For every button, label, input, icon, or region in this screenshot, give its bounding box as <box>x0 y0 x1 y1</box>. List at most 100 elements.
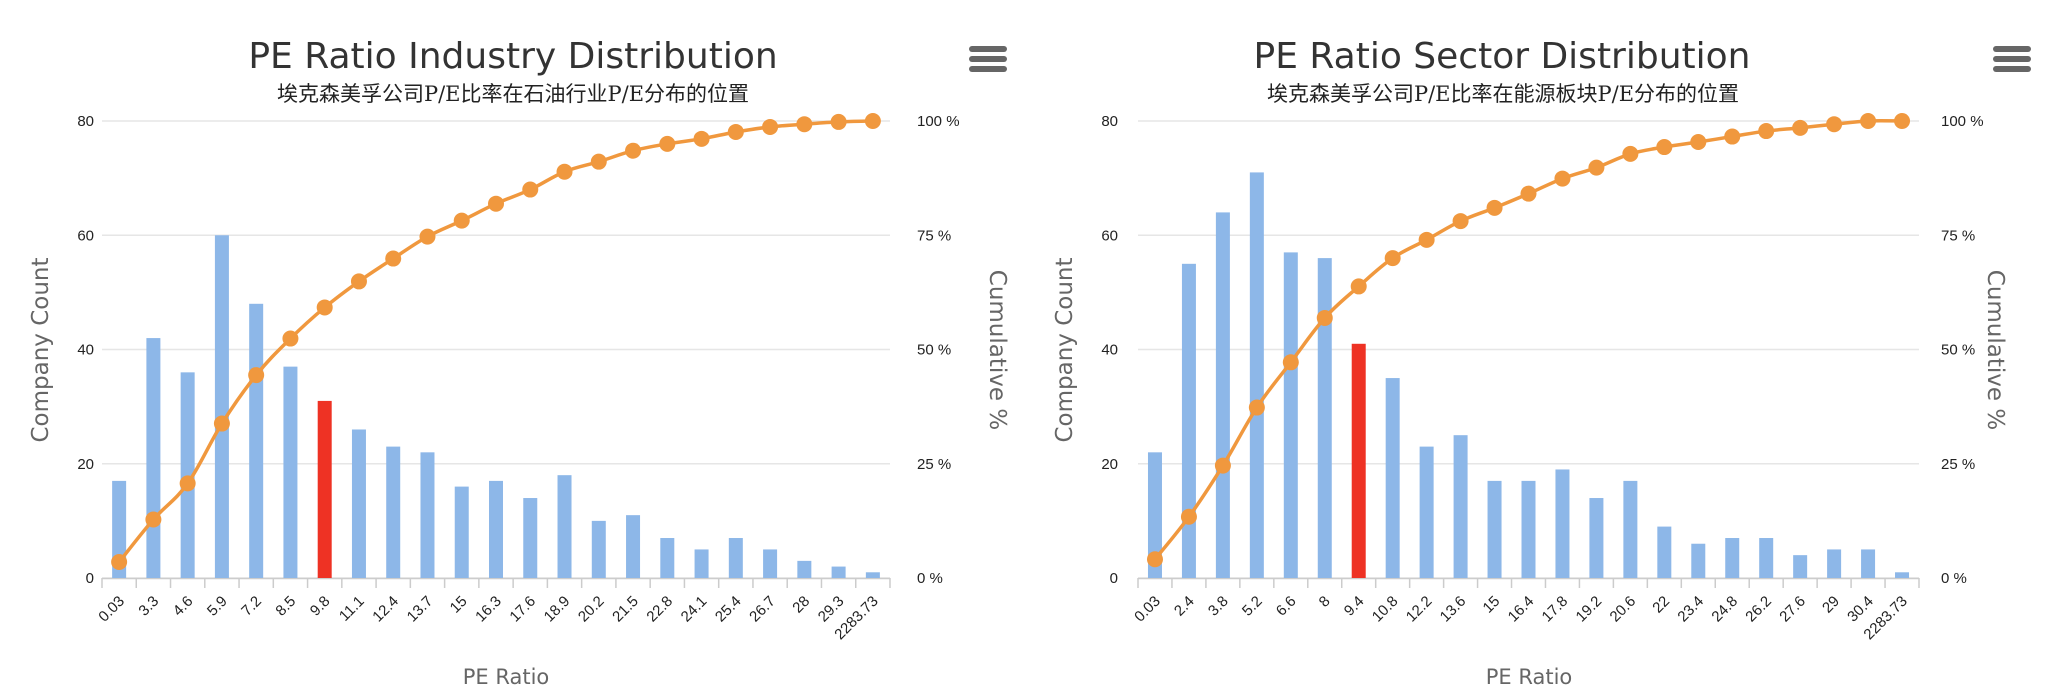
cumulative-point <box>488 195 504 212</box>
bar <box>180 372 195 578</box>
bar <box>112 480 127 578</box>
x-tick-label: 20.6 <box>1607 593 1640 626</box>
bar <box>523 498 538 578</box>
cumulative-point <box>1724 128 1741 145</box>
bar <box>1487 480 1502 578</box>
y2-tick-label: 50 % <box>1941 342 1975 359</box>
y-tick-label: 40 <box>77 342 94 359</box>
y2-axis-title: Cumulative % <box>984 270 1010 430</box>
y-tick-label: 60 <box>77 227 94 244</box>
bar <box>1759 538 1774 578</box>
cumulative-point <box>762 118 779 135</box>
bar <box>1589 498 1604 578</box>
bar <box>420 452 435 578</box>
cumulative-point <box>659 135 676 152</box>
chart-title: PE Ratio Sector Distribution <box>1254 36 1751 77</box>
bar <box>1793 555 1808 578</box>
cumulative-point <box>1282 354 1299 371</box>
y-tick-label: 40 <box>1101 342 1118 359</box>
bar <box>1827 549 1842 578</box>
x-tick-label: 20.2 <box>575 593 608 626</box>
cumulative-point <box>1690 134 1707 151</box>
x-tick-label: 19.2 <box>1573 593 1606 626</box>
bar <box>1895 572 1910 578</box>
cumulative-point <box>625 142 642 159</box>
x-axis-title: PE Ratio <box>463 665 550 689</box>
cumulative-point <box>796 116 813 133</box>
cumulative-point <box>1860 113 1877 129</box>
cumulative-point <box>1214 457 1231 474</box>
y2-tick-label: 75 % <box>1941 227 1975 244</box>
bar <box>591 520 606 578</box>
cumulative-point <box>590 153 607 170</box>
x-tick-label: 0.03 <box>1131 593 1164 626</box>
x-tick-label: 18.9 <box>541 593 574 626</box>
y2-tick-label: 25 % <box>1941 456 1975 473</box>
chart-menu-icon[interactable] <box>969 46 1007 80</box>
x-tick-label: 24.8 <box>1708 593 1741 626</box>
x-tick-label: 5.9 <box>204 593 231 620</box>
cumulative-point <box>1588 159 1605 176</box>
x-tick-label: 6.6 <box>1273 593 1300 620</box>
sector-distribution-chart: PE Ratio Sector Distribution 埃克森美孚公司P/E比率… <box>1026 0 2052 692</box>
bar <box>1181 263 1196 578</box>
cumulative-point <box>1248 399 1265 416</box>
cumulative-point <box>179 475 196 492</box>
y-tick-label: 80 <box>77 113 94 130</box>
cumulative-point <box>1418 231 1435 248</box>
x-tick-label: 2.4 <box>1171 593 1198 620</box>
y-axis-title: Company Count <box>1052 257 1078 442</box>
x-tick-label: 4.6 <box>170 593 197 620</box>
x-tick-label: 22 <box>1649 593 1673 617</box>
y-axis-title: Company Count <box>28 257 54 442</box>
x-tick-label: 10.8 <box>1369 593 1402 626</box>
bar <box>454 486 469 578</box>
bar <box>1453 435 1468 578</box>
x-tick-label: 5.2 <box>1239 593 1266 620</box>
bar <box>1623 480 1638 578</box>
x-tick-label: 29 <box>1819 593 1843 617</box>
y2-axis-title: Cumulative % <box>1982 270 2008 430</box>
y2-tick-label: 50 % <box>917 342 951 359</box>
cumulative-point <box>1622 145 1639 162</box>
cumulative-point <box>1792 119 1809 136</box>
cumulative-point <box>350 273 367 290</box>
cumulative-point <box>1758 123 1775 140</box>
x-tick-label: 12.4 <box>369 593 402 626</box>
y2-tick-label: 0 % <box>1941 570 1967 587</box>
cumulative-point <box>316 299 333 316</box>
x-tick-label: 15 <box>447 593 471 617</box>
y-tick-label: 20 <box>77 456 94 473</box>
x-tick-label: 23.4 <box>1674 593 1707 626</box>
cumulative-point <box>385 250 402 267</box>
cumulative-point <box>419 228 436 245</box>
bar <box>386 446 401 578</box>
chart-menu-icon[interactable] <box>1993 46 2031 80</box>
y-tick-label: 0 <box>1110 570 1118 587</box>
x-tick-label: 12.2 <box>1403 593 1436 626</box>
x-tick-label: 16.3 <box>472 593 505 626</box>
cumulative-point <box>1894 113 1911 129</box>
bar <box>1317 258 1332 578</box>
x-tick-label: 28 <box>789 593 813 617</box>
sector-chart-svg: PE Ratio Sector Distribution 埃克森美孚公司P/E比率… <box>1052 36 2008 689</box>
x-tick-label: 24.1 <box>678 593 711 626</box>
x-tick-label: 13.6 <box>1437 593 1470 626</box>
cumulative-point <box>830 113 847 130</box>
x-tick-label: 9.4 <box>1341 593 1368 620</box>
bar <box>1725 538 1740 578</box>
industry-chart-svg: PE Ratio Industry Distribution 埃克森美孚公司P/E… <box>28 36 1010 689</box>
cumulative-point <box>1316 309 1333 326</box>
bar <box>626 515 641 578</box>
cumulative-point <box>282 330 299 347</box>
cumulative-point <box>111 554 128 571</box>
bar <box>1147 452 1162 578</box>
bar <box>557 475 572 578</box>
cumulative-point <box>1180 508 1197 525</box>
bar <box>249 303 264 578</box>
highlight-bar <box>1351 343 1366 578</box>
bar <box>1215 212 1230 578</box>
cumulative-point <box>693 130 710 147</box>
bar <box>1555 469 1570 578</box>
cumulative-point <box>1350 278 1367 295</box>
